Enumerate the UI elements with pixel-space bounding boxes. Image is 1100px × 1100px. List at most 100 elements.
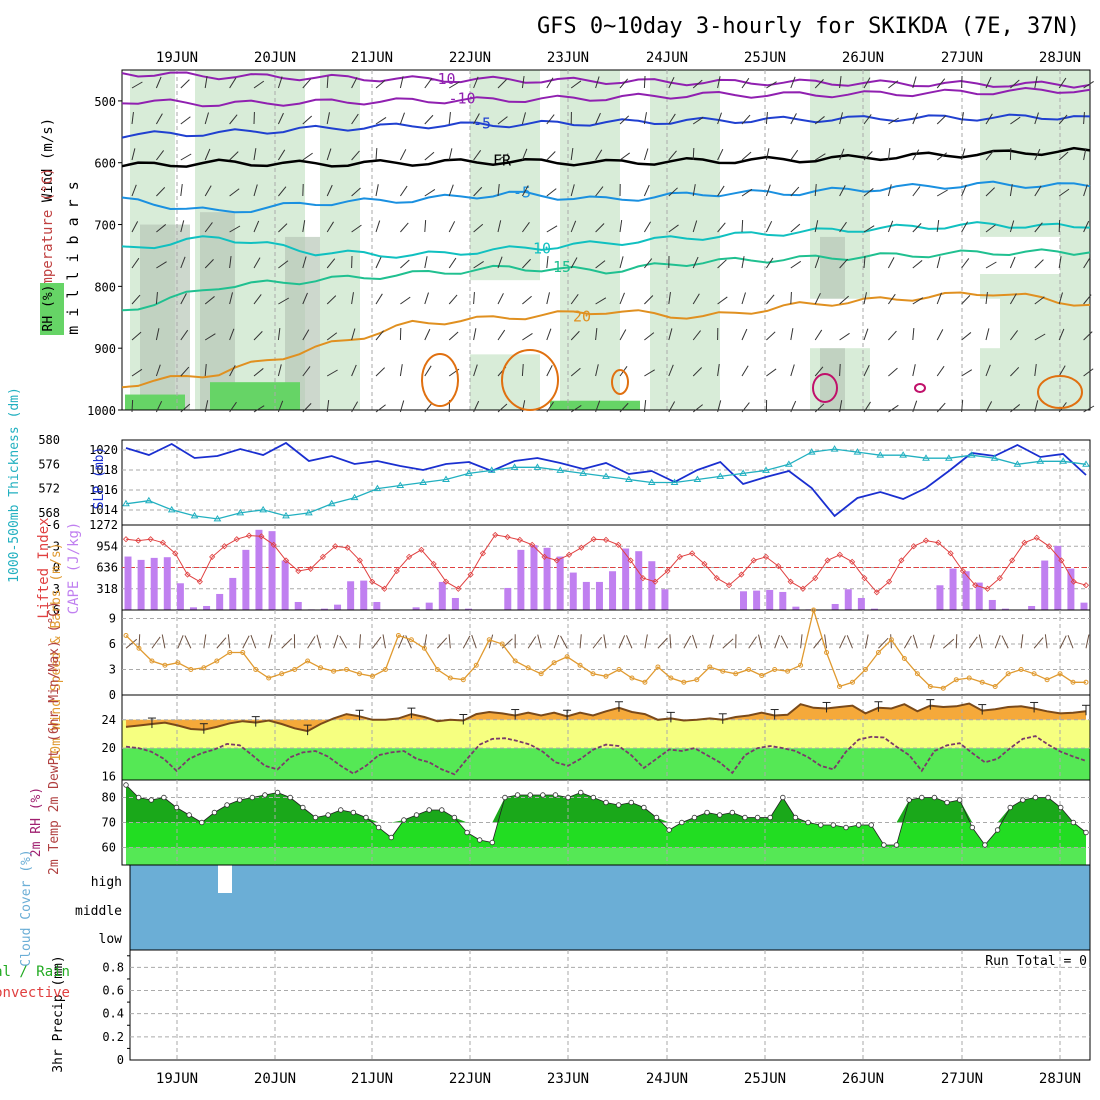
surface-wind-barb xyxy=(813,637,823,649)
rh-marker xyxy=(1070,819,1077,826)
wind-barb xyxy=(912,400,918,413)
wind-barb xyxy=(741,188,753,197)
wind-marker xyxy=(1044,677,1050,683)
wind-barb xyxy=(619,78,629,89)
rh-marker xyxy=(969,824,976,831)
rh-marker xyxy=(792,814,799,821)
wind-barb xyxy=(644,332,655,341)
wind-barb xyxy=(619,256,624,269)
wind-barb xyxy=(351,113,359,125)
wind-marker xyxy=(862,667,868,672)
wind-barb xyxy=(863,328,869,341)
wind-barb xyxy=(814,366,824,377)
wind-barb xyxy=(399,76,404,89)
li-marker xyxy=(566,551,573,558)
wind-barb xyxy=(863,151,873,161)
wind-barb xyxy=(863,364,870,377)
cape-bar xyxy=(137,559,145,610)
wind-barb xyxy=(766,331,776,341)
cape-bar xyxy=(320,608,328,610)
isotherm-line xyxy=(121,180,1091,214)
wind-barb xyxy=(692,256,699,269)
li-marker xyxy=(430,560,437,568)
rh-marker xyxy=(135,794,142,801)
legend-temperature: Temperature (°C) xyxy=(40,168,56,303)
li-marker xyxy=(553,557,560,564)
wind-marker xyxy=(837,684,843,689)
wind-barb xyxy=(570,330,580,341)
surface-wind-barb xyxy=(436,637,448,649)
wind-barb xyxy=(229,328,235,341)
wind-barb xyxy=(790,400,797,413)
wind-barb xyxy=(595,260,606,269)
wind-barb xyxy=(1009,293,1017,305)
li-marker xyxy=(332,543,339,550)
wind-marker xyxy=(979,679,985,685)
right-tick-label: 636 xyxy=(96,561,118,575)
cape-bar xyxy=(1054,545,1062,610)
wind-barb xyxy=(351,364,357,377)
wind-barb xyxy=(448,257,457,269)
cape-bar xyxy=(412,607,420,610)
wind-marker xyxy=(227,650,233,655)
left-tick-label: -3 xyxy=(46,539,60,553)
wind-barb xyxy=(717,296,728,305)
wind-barb xyxy=(521,148,528,161)
rh-marker xyxy=(919,794,925,801)
li-marker xyxy=(886,578,893,585)
surface-wind-barb xyxy=(824,634,828,649)
wind-barb xyxy=(692,79,703,89)
surface-wind-barb xyxy=(864,634,869,649)
cape-bar xyxy=(255,529,263,610)
wind-marker xyxy=(940,685,946,691)
wind-barb xyxy=(302,292,308,305)
thickness-marker xyxy=(807,448,816,455)
wind-barb xyxy=(546,77,554,89)
wind-barb xyxy=(643,184,650,197)
wind-marker xyxy=(175,660,181,666)
wind-barb xyxy=(1083,81,1094,89)
cape-bar xyxy=(779,591,787,610)
wind-barb xyxy=(522,295,532,305)
wind-barb xyxy=(1083,257,1091,269)
dry-pocket xyxy=(790,298,1000,349)
wind-barb xyxy=(644,295,654,305)
wind-barb xyxy=(668,150,677,161)
wind-barb xyxy=(131,148,136,161)
cape-bar xyxy=(150,557,158,610)
wind-barb xyxy=(961,295,971,305)
rh-marker xyxy=(123,782,129,788)
date-label-top: 24JUN xyxy=(646,50,688,66)
surface-wind-barb xyxy=(878,637,889,649)
wind-barb xyxy=(229,365,236,377)
wind-marker xyxy=(123,633,129,638)
wind-barb xyxy=(790,113,797,125)
surface-wind-barb xyxy=(618,635,626,649)
wind-marker xyxy=(162,662,168,668)
wind-marker xyxy=(447,675,453,681)
date-label-top: 23JUN xyxy=(547,50,589,66)
surface-wind-barb xyxy=(1067,635,1074,649)
rh-marker xyxy=(464,829,470,836)
y-tick-label: 800 xyxy=(94,280,116,294)
isotherm-line xyxy=(121,113,1091,139)
wind-barb xyxy=(277,364,282,377)
pressure-profile-panel: 5006007008009001000-10-10-5FR-5101520Win… xyxy=(40,69,1095,418)
cape-bar xyxy=(1080,602,1088,610)
li-marker xyxy=(1082,582,1090,589)
cape-bar xyxy=(831,603,839,610)
wind-barb xyxy=(375,184,379,197)
wind-barb xyxy=(351,328,356,341)
wind-barb xyxy=(1058,328,1065,341)
wind-barb xyxy=(253,148,257,161)
wind-barb xyxy=(668,401,676,413)
left-tick-label: 572 xyxy=(38,482,60,496)
li-marker xyxy=(898,557,905,564)
cape-bar xyxy=(425,602,433,610)
left-tick-label: 0 xyxy=(53,561,60,575)
rh-marker xyxy=(211,809,218,816)
li-marker xyxy=(295,567,302,575)
wind-barb xyxy=(692,404,703,413)
wind-barb xyxy=(546,225,558,233)
wind-barb xyxy=(814,329,823,341)
